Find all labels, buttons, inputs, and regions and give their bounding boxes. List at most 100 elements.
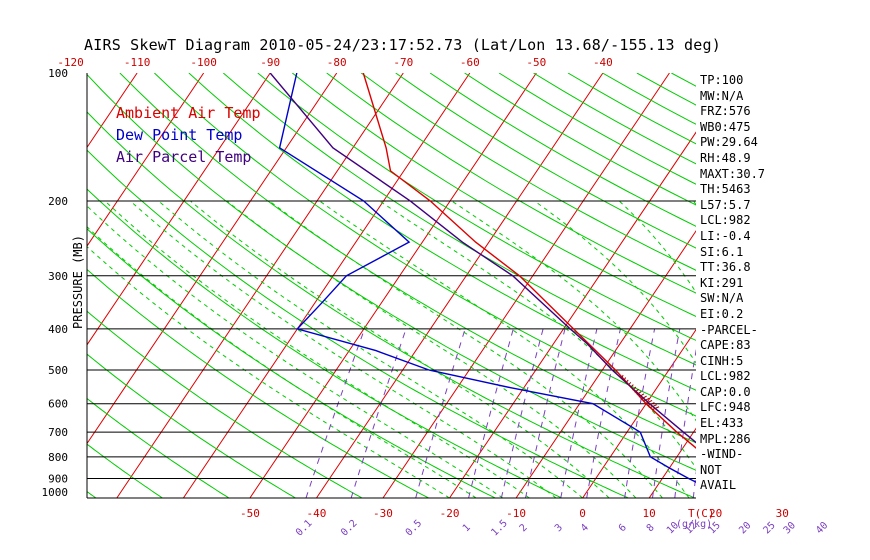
mixing-ratio-line [586, 328, 621, 498]
pressure-tick-label: 600 [48, 398, 68, 411]
stat-line: TH:5463 [700, 182, 751, 197]
stat-line: CAP:0.0 [700, 384, 751, 399]
dry-adiabat-line [326, 73, 696, 294]
bottom-temp-tick-label: 10 [643, 507, 656, 520]
legend-entry: Dew Point Temp [116, 126, 242, 144]
dry-adiabat-line [87, 443, 163, 498]
stat-line: L57:5.7 [700, 197, 751, 212]
mixing-ratio-line [500, 328, 544, 498]
stat-line: CINH:5 [700, 353, 744, 368]
dry-adiabat-line [222, 73, 696, 366]
mixing-ratio-tick-label: 0.2 [339, 518, 360, 539]
top-temp-tick-label: -50 [526, 56, 546, 69]
pressure-tick-label: 200 [48, 195, 68, 208]
isotherm-line [316, 73, 604, 498]
moist-adiabat-line [319, 200, 690, 498]
stats-panel: TP:100 MW:N/A FRZ:576 WB0:475 PW:29.64 RH:48.… [700, 73, 868, 494]
mixing-ratio-tick-label: 8 [645, 522, 657, 534]
dry-adiabat-line [87, 111, 695, 498]
bottom-temp-tick-label: -20 [440, 507, 460, 520]
dry-adiabat-line [257, 73, 696, 341]
moist-adiabat-line [87, 246, 450, 498]
isotherm-line [87, 73, 271, 346]
stat-line: MAXT:30.7 [700, 166, 766, 181]
stat-line: WB0:475 [700, 119, 751, 134]
dry-adiabat-line [87, 310, 363, 498]
stat-line: -WIND- [700, 447, 744, 462]
y-axis-label: PRESSURE (MB) [71, 235, 85, 329]
stat-line: CAPE:83 [700, 338, 751, 353]
stat-line: LI:-0.4 [700, 228, 751, 243]
top-temp-tick-label: -60 [460, 56, 480, 69]
stat-line: PW:29.64 [700, 135, 758, 150]
moist-adiabat-line [379, 200, 696, 469]
hatch-mark [643, 397, 650, 402]
dry-adiabat-line [395, 73, 696, 249]
dry-adiabat-line [291, 73, 696, 317]
hatch-mark [632, 386, 637, 391]
stat-line: AVAIL [700, 478, 737, 493]
pressure-tick-label: 1000 [42, 486, 69, 499]
dry-adiabat-line [87, 188, 562, 498]
top-temp-tick-label: -90 [260, 56, 280, 69]
dry-adiabat-line [87, 149, 629, 498]
bottom-temp-tick-label: 0 [579, 507, 586, 520]
moist-adiabat-line [129, 200, 557, 498]
moist-adiabat-line [87, 226, 477, 498]
pressure-tick-label: 400 [48, 323, 68, 336]
bottom-temp-tick-label: -40 [307, 507, 327, 520]
stat-line: LCL:982 [700, 213, 751, 228]
hatch-mark [638, 393, 645, 398]
isotherm-line [87, 73, 205, 247]
mixing-ratio-tick-label: 3 [553, 522, 565, 534]
bottom-temp-tick-label: 20 [709, 507, 722, 520]
series-line [362, 73, 696, 449]
stat-line: MPL:286 [700, 431, 751, 446]
stat-line: FRZ:576 [700, 104, 751, 119]
bottom-temp-tick-label: 30 [776, 507, 789, 520]
moist-adiabat-line [226, 200, 637, 498]
stat-line: SI:6.1 [700, 244, 744, 259]
series-line [278, 73, 696, 483]
isotherm-line [449, 131, 696, 498]
pressure-tick-label: 500 [48, 364, 68, 377]
dry-adiabat-line [87, 353, 296, 498]
mixing-ratio-line [525, 328, 566, 498]
hatch-mark [641, 395, 647, 400]
isotherm-line [382, 73, 670, 498]
mixing-ratio-tick-label: 25 [761, 520, 777, 536]
hatch-mark [621, 374, 624, 379]
top-temp-tick-label: -40 [593, 56, 613, 69]
stat-line: TP:100 [700, 73, 744, 87]
mixing-ratio-tick-label: 1 [461, 522, 473, 534]
hatch-mark [627, 381, 632, 386]
mixing-ratio-unit: (g/kg) [676, 519, 712, 530]
legend-entry: Air Parcel Temp [116, 148, 251, 166]
bottom-temp-tick-label: -10 [506, 507, 526, 520]
mixing-ratio-tick-label: 6 [617, 522, 629, 534]
bottom-temp-tick-label: -30 [373, 507, 393, 520]
mixing-ratio-tick-label: 0.5 [404, 518, 425, 539]
legend-entry: Ambient Air Temp [116, 104, 261, 122]
stat-line: -PARCEL- [700, 322, 758, 337]
hatch-mark [647, 402, 655, 407]
parcel-hatching [621, 374, 660, 411]
legend: Ambient Air Temp Dew Point Temp Air Parcel… [116, 104, 261, 166]
top-temp-tick-label: -100 [190, 56, 217, 69]
pressure-tick-label: 300 [48, 270, 68, 283]
profile-lines [269, 73, 696, 483]
dry-adiabat-line [87, 397, 230, 498]
moist-adiabat-line [268, 200, 663, 498]
isotherm-line [582, 328, 696, 498]
dry-adiabat-line [87, 73, 696, 471]
stat-line: RH:48.9 [700, 150, 751, 165]
top-temp-tick-label: -70 [393, 56, 413, 69]
mixing-ratio-tick-label: 20 [737, 520, 753, 536]
mixing-ratio-tick-label: 4 [579, 522, 591, 534]
isotherm-line [182, 73, 471, 498]
pressure-tick-label: 100 [48, 67, 68, 80]
moist-adiabat-line [451, 200, 696, 422]
isobar-lines [86, 73, 696, 499]
hatch-mark [651, 406, 660, 411]
